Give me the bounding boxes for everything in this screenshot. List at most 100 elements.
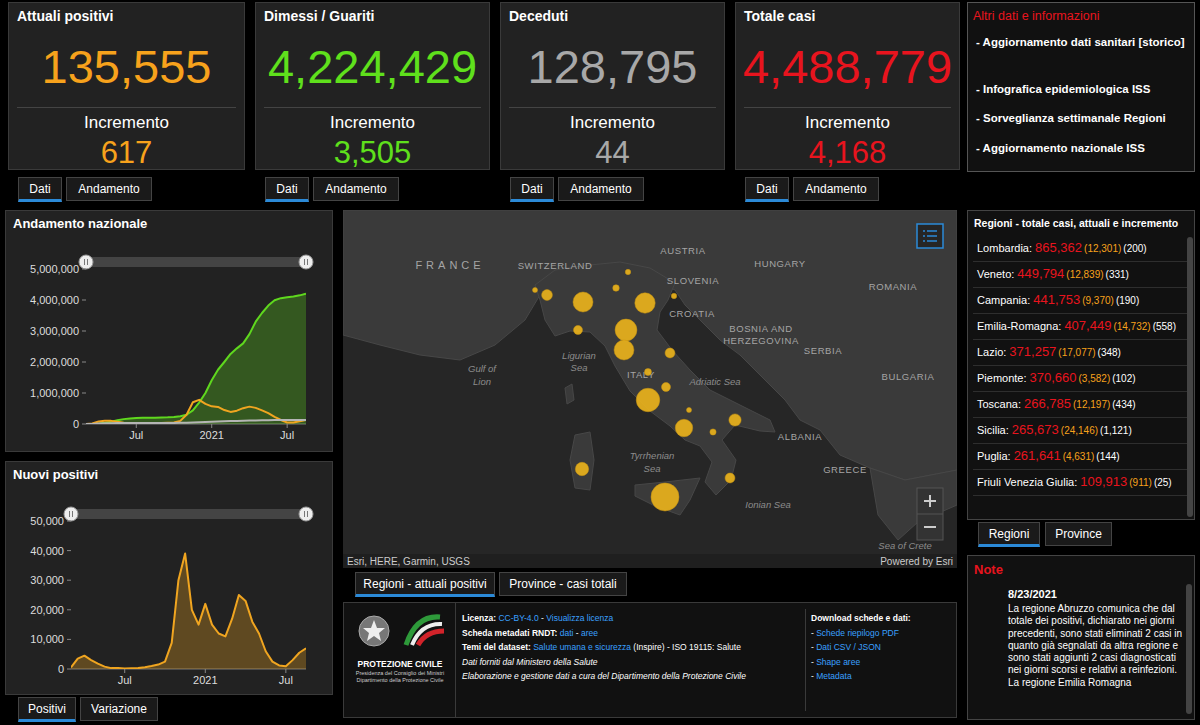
country-label: BULGARIA [882, 371, 935, 382]
region-current: (17,077) [1058, 347, 1095, 358]
region-name: Toscana: [977, 398, 1021, 410]
region-increment: (144) [1096, 451, 1119, 462]
link[interactable]: Schede riepilogo PDF [816, 628, 899, 638]
tab[interactable]: Province [1045, 522, 1112, 546]
country-label: SLOVENIA [667, 275, 719, 286]
link[interactable]: aree [581, 628, 598, 638]
plot-area [86, 294, 306, 424]
region-total: 407,449 [1064, 318, 1111, 333]
card-value: 135,555 [9, 39, 244, 95]
sea-label: Ligurian [562, 350, 596, 361]
country-label: SERBIA [804, 345, 843, 356]
link[interactable]: Dati CSV / JSON [816, 642, 881, 652]
y-tick-label: 20,000 [30, 604, 64, 616]
region-bubble [687, 408, 692, 413]
text-line: Download schede e dati: [811, 612, 951, 624]
logo-svg [344, 607, 456, 657]
link[interactable]: Salute umana e sicurezza [533, 642, 631, 652]
text-line: Licenza: CC-BY-4.0 - Visualizza licenza [462, 612, 802, 624]
link[interactable]: Shape aree [816, 657, 860, 667]
sea-label: Ionian Sea [745, 499, 790, 510]
link[interactable]: Visualizza licenza [546, 613, 613, 623]
tab[interactable]: Andamento [793, 177, 879, 201]
handle-grip [87, 259, 88, 265]
y-tick [82, 269, 86, 270]
x-tick-label: Jul [129, 429, 143, 441]
region-bubble [573, 292, 593, 312]
region-current: (24,146) [1061, 425, 1098, 436]
y-tick-label: 30,000 [30, 574, 64, 586]
legend-button [917, 224, 943, 248]
text: Scheda metadati RNDT: [462, 628, 560, 638]
map: FRANCESWITZERLANDAUSTRIASLOVENIAHUNGARYR… [343, 210, 957, 568]
region-increment: (25) [1154, 477, 1172, 488]
series-line [71, 554, 306, 669]
y-tick-label: 0 [58, 663, 64, 675]
country-label: FRANCE [415, 259, 484, 271]
tab[interactable]: Andamento [66, 177, 152, 201]
series-line [86, 400, 306, 424]
land-sicily [635, 478, 700, 515]
info-link[interactable]: - Infografica epidemiologica ISS [976, 82, 1186, 96]
y-tick [82, 331, 86, 332]
region-total: 370,660 [1030, 370, 1077, 385]
info-link[interactable]: - Aggiornamento nazionale ISS [976, 141, 1186, 155]
country-label: GREECE [823, 464, 867, 475]
handle-grip [307, 259, 308, 265]
tab[interactable]: Dati [510, 177, 554, 202]
text: - [811, 671, 816, 681]
chart-title: Andamento nazionale [13, 216, 327, 231]
zoom-out [924, 526, 936, 528]
scrollbar [1186, 584, 1192, 714]
stat-card: Dimessi / Guariti4,224,429Incremento3,50… [255, 2, 490, 170]
tab[interactable]: Dati [265, 177, 309, 202]
footer: PROTEZIONE CIVILEPresidenza del Consigli… [343, 602, 957, 718]
region-increment: (558) [1153, 321, 1176, 332]
region-current: (14,732) [1113, 321, 1150, 332]
handle-grip [307, 511, 308, 517]
text-line: - Shape aree [811, 656, 951, 668]
text: Dati forniti dal Ministero della Salute [462, 657, 598, 667]
tab[interactable]: Andamento [313, 177, 399, 201]
region-row: Emilia-Romagna:407,449(14,732)(558) [973, 314, 1187, 340]
text: - [811, 628, 816, 638]
text-line: Scheda metadati RNDT: dati - aree [462, 627, 802, 639]
region-bubble [615, 319, 637, 341]
tab[interactable]: Regioni [978, 522, 1040, 547]
tab[interactable]: Andamento [558, 177, 644, 201]
link[interactable]: CC-BY-4.0 [498, 613, 538, 623]
region-bubble [675, 419, 692, 436]
link[interactable]: dati [560, 628, 574, 638]
legend-icon [923, 235, 925, 237]
y-tick-label: 10,000 [30, 633, 64, 645]
tab[interactable]: Province - casi totali [499, 572, 627, 596]
chart-panel: Andamento nazionale01,000,0002,000,0003,… [5, 210, 333, 452]
text: - [811, 657, 816, 667]
sea-label: Sea of Crete [878, 540, 931, 551]
country-label: HERZEGOVINA [723, 335, 799, 346]
increment-label: Incremento [501, 113, 724, 133]
notes-text: La regione Abruzzo comunica che dal tota… [1008, 603, 1182, 689]
sea-label: Tyrrhenian [630, 450, 675, 461]
tab[interactable]: Dati [18, 177, 62, 202]
tab[interactable]: Dati [745, 177, 789, 202]
region-total: 449,794 [1017, 266, 1064, 281]
region-name: Lazio: [977, 346, 1006, 358]
tab[interactable]: Positivi [18, 697, 76, 722]
link[interactable]: Metadata [816, 671, 851, 681]
y-tick [82, 362, 86, 363]
x-tick-label: 2021 [193, 674, 217, 686]
logo-flag-red [418, 631, 444, 645]
info-link[interactable]: - Aggiornamento dati sanitari [storico] [976, 35, 1186, 49]
card-divider [744, 107, 951, 108]
country-label: HUNGARY [754, 258, 806, 269]
region-row: Puglia:261,641(4,631)(144) [973, 444, 1187, 470]
card-divider [509, 107, 716, 108]
info-link[interactable]: - Sorveglianza settimanale Regioni [976, 111, 1186, 125]
x-tick [136, 424, 137, 428]
tab[interactable]: Variazione [80, 697, 158, 721]
handle-grip [69, 511, 70, 517]
increment-value: 3,505 [256, 136, 489, 170]
tab[interactable]: Regioni - attuali positivi [355, 572, 495, 597]
region-bubble [662, 383, 671, 392]
